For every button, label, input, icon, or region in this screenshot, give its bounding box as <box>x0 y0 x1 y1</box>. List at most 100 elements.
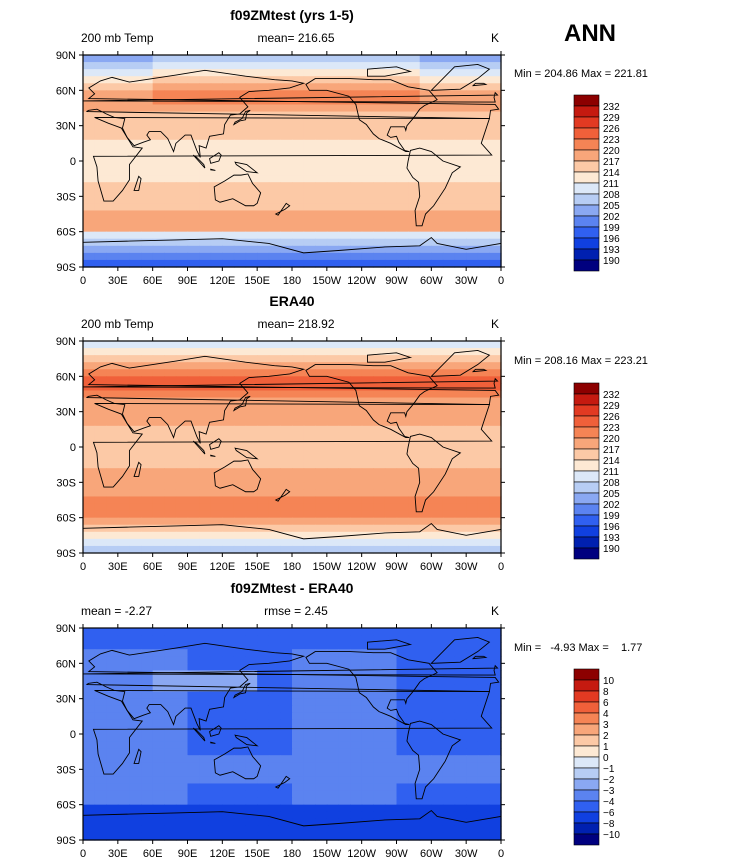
colorbar-label: 226 <box>603 412 620 423</box>
x-tick-label: 150W <box>312 275 341 287</box>
y-tick-label: 90S <box>56 835 76 847</box>
coastline <box>274 488 291 502</box>
colorbar-label: −10 <box>603 830 620 841</box>
coastline <box>192 154 206 169</box>
colorbar-cell <box>573 547 600 560</box>
x-tick-label: 120W <box>347 275 376 287</box>
colorbar-cell <box>573 448 600 461</box>
colorbar-label: 208 <box>603 190 620 201</box>
x-tick-label: 30W <box>455 848 478 860</box>
colorbar-label: 217 <box>603 445 620 456</box>
colorbar-cell <box>573 459 600 472</box>
panel-title: ERA40 <box>269 293 314 309</box>
colorbar-label: 199 <box>603 511 620 522</box>
coastline <box>213 746 262 780</box>
colorbar-cell <box>573 668 600 681</box>
colorbar-label: 196 <box>603 234 620 245</box>
x-tick-label: 0 <box>498 275 504 287</box>
panel-diff: f09ZMtest - ERA40 mean = -2.27 rmse = 2.45… <box>56 580 643 860</box>
coastline <box>471 368 488 373</box>
colorbar-label: 205 <box>603 201 620 212</box>
y-tick-label: 30N <box>56 121 76 133</box>
x-tick-label: 0 <box>498 561 504 573</box>
x-tick-label: 120W <box>347 561 376 573</box>
colorbar-label: 223 <box>603 135 620 146</box>
colorbar-cell <box>573 778 600 791</box>
colorbar-cell <box>573 393 600 406</box>
coastline <box>234 161 259 174</box>
x-tick-label: 180 <box>283 848 301 860</box>
colorbar-cell <box>573 833 600 846</box>
colorbar-cell <box>573 734 600 747</box>
colorbar-label: 8 <box>603 687 609 698</box>
x-tick-label: 120E <box>209 275 235 287</box>
coastline <box>274 775 291 789</box>
coastline <box>210 168 216 171</box>
coastline <box>430 636 491 664</box>
colorbar-label: 208 <box>603 478 620 489</box>
colorbar-label: −1 <box>603 764 615 775</box>
colorbar-label: 223 <box>603 423 620 434</box>
coastline <box>210 741 216 744</box>
colorbar-cell <box>573 481 600 494</box>
coastline <box>82 91 499 103</box>
coastline <box>305 651 438 726</box>
y-tick-label: 0 <box>70 156 76 168</box>
colorbar-cell <box>573 160 600 173</box>
colorbar-cell <box>573 525 600 538</box>
colorbar-cell <box>573 767 600 780</box>
colorbar-cell <box>573 237 600 250</box>
colorbar-cell <box>573 822 600 835</box>
x-tick-label: 90W <box>385 561 408 573</box>
y-tick-label: 30S <box>56 477 76 489</box>
colorbar-label: 211 <box>603 467 619 478</box>
colorbar: 2322292262232202172142112082052021991961… <box>573 382 620 560</box>
x-tick-label: 90W <box>385 275 408 287</box>
center-label: mean= 218.92 <box>257 317 334 331</box>
y-tick-label: 90N <box>56 336 76 348</box>
colorbar-cell <box>573 94 600 107</box>
x-tick-label: 150E <box>244 275 270 287</box>
colorbar-label: 220 <box>603 146 620 157</box>
colorbar-label: 3 <box>603 720 609 731</box>
colorbar-label: 1 <box>603 742 609 753</box>
y-tick-label: 60S <box>56 513 76 525</box>
min-max-label: Min = 204.86 Max = 221.81 <box>514 68 648 80</box>
colorbar-label: 193 <box>603 533 620 544</box>
x-tick-label: 180 <box>283 275 301 287</box>
y-tick-label: 30S <box>56 764 76 776</box>
colorbar-label: −6 <box>603 808 615 819</box>
colorbar-cell <box>573 811 600 824</box>
contour-field <box>83 341 502 554</box>
colorbar-label: 190 <box>603 544 620 555</box>
x-tick-label: 120E <box>209 848 235 860</box>
coastline <box>471 655 488 660</box>
coastline <box>232 682 251 699</box>
coastline <box>406 433 462 513</box>
colorbar-label: 10 <box>603 676 615 687</box>
coastline <box>430 63 491 91</box>
colorbar-cell <box>573 690 600 703</box>
colorbar-cell <box>573 723 600 736</box>
x-tick-label: 90E <box>178 848 198 860</box>
y-tick-label: 30N <box>56 694 76 706</box>
colorbar-cell <box>573 470 600 483</box>
colorbar-label: 2 <box>603 731 609 742</box>
coastline <box>86 69 500 158</box>
colorbar-cell <box>573 116 600 129</box>
x-tick-label: 0 <box>498 848 504 860</box>
coastline <box>192 727 206 742</box>
coastline <box>92 116 493 202</box>
left-label: 200 mb Temp <box>81 31 154 45</box>
x-tick-label: 60E <box>143 848 163 860</box>
colorbar-cell <box>573 259 600 272</box>
x-tick-label: 30W <box>455 561 478 573</box>
x-tick-label: 0 <box>80 275 86 287</box>
colorbar-cell <box>573 171 600 184</box>
y-tick-label: 30S <box>56 191 76 203</box>
colorbar-label: 211 <box>603 179 619 190</box>
x-tick-label: 30E <box>108 275 128 287</box>
coastline <box>133 748 142 764</box>
left-label: mean = -2.27 <box>81 604 152 618</box>
